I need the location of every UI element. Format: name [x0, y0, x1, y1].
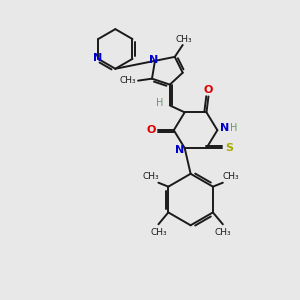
- Text: N: N: [92, 53, 102, 63]
- Text: H: H: [230, 123, 237, 133]
- Text: CH₃: CH₃: [120, 76, 136, 85]
- Text: O: O: [204, 85, 213, 94]
- Text: CH₃: CH₃: [150, 228, 167, 237]
- Text: CH₃: CH₃: [214, 228, 231, 237]
- Text: S: S: [225, 143, 233, 153]
- Text: CH₃: CH₃: [222, 172, 239, 181]
- Text: CH₃: CH₃: [176, 34, 192, 43]
- Text: N: N: [149, 55, 159, 65]
- Text: N: N: [175, 145, 184, 155]
- Text: CH₃: CH₃: [142, 172, 159, 181]
- Text: H: H: [156, 98, 164, 108]
- Text: N: N: [220, 123, 229, 133]
- Text: O: O: [146, 125, 156, 135]
